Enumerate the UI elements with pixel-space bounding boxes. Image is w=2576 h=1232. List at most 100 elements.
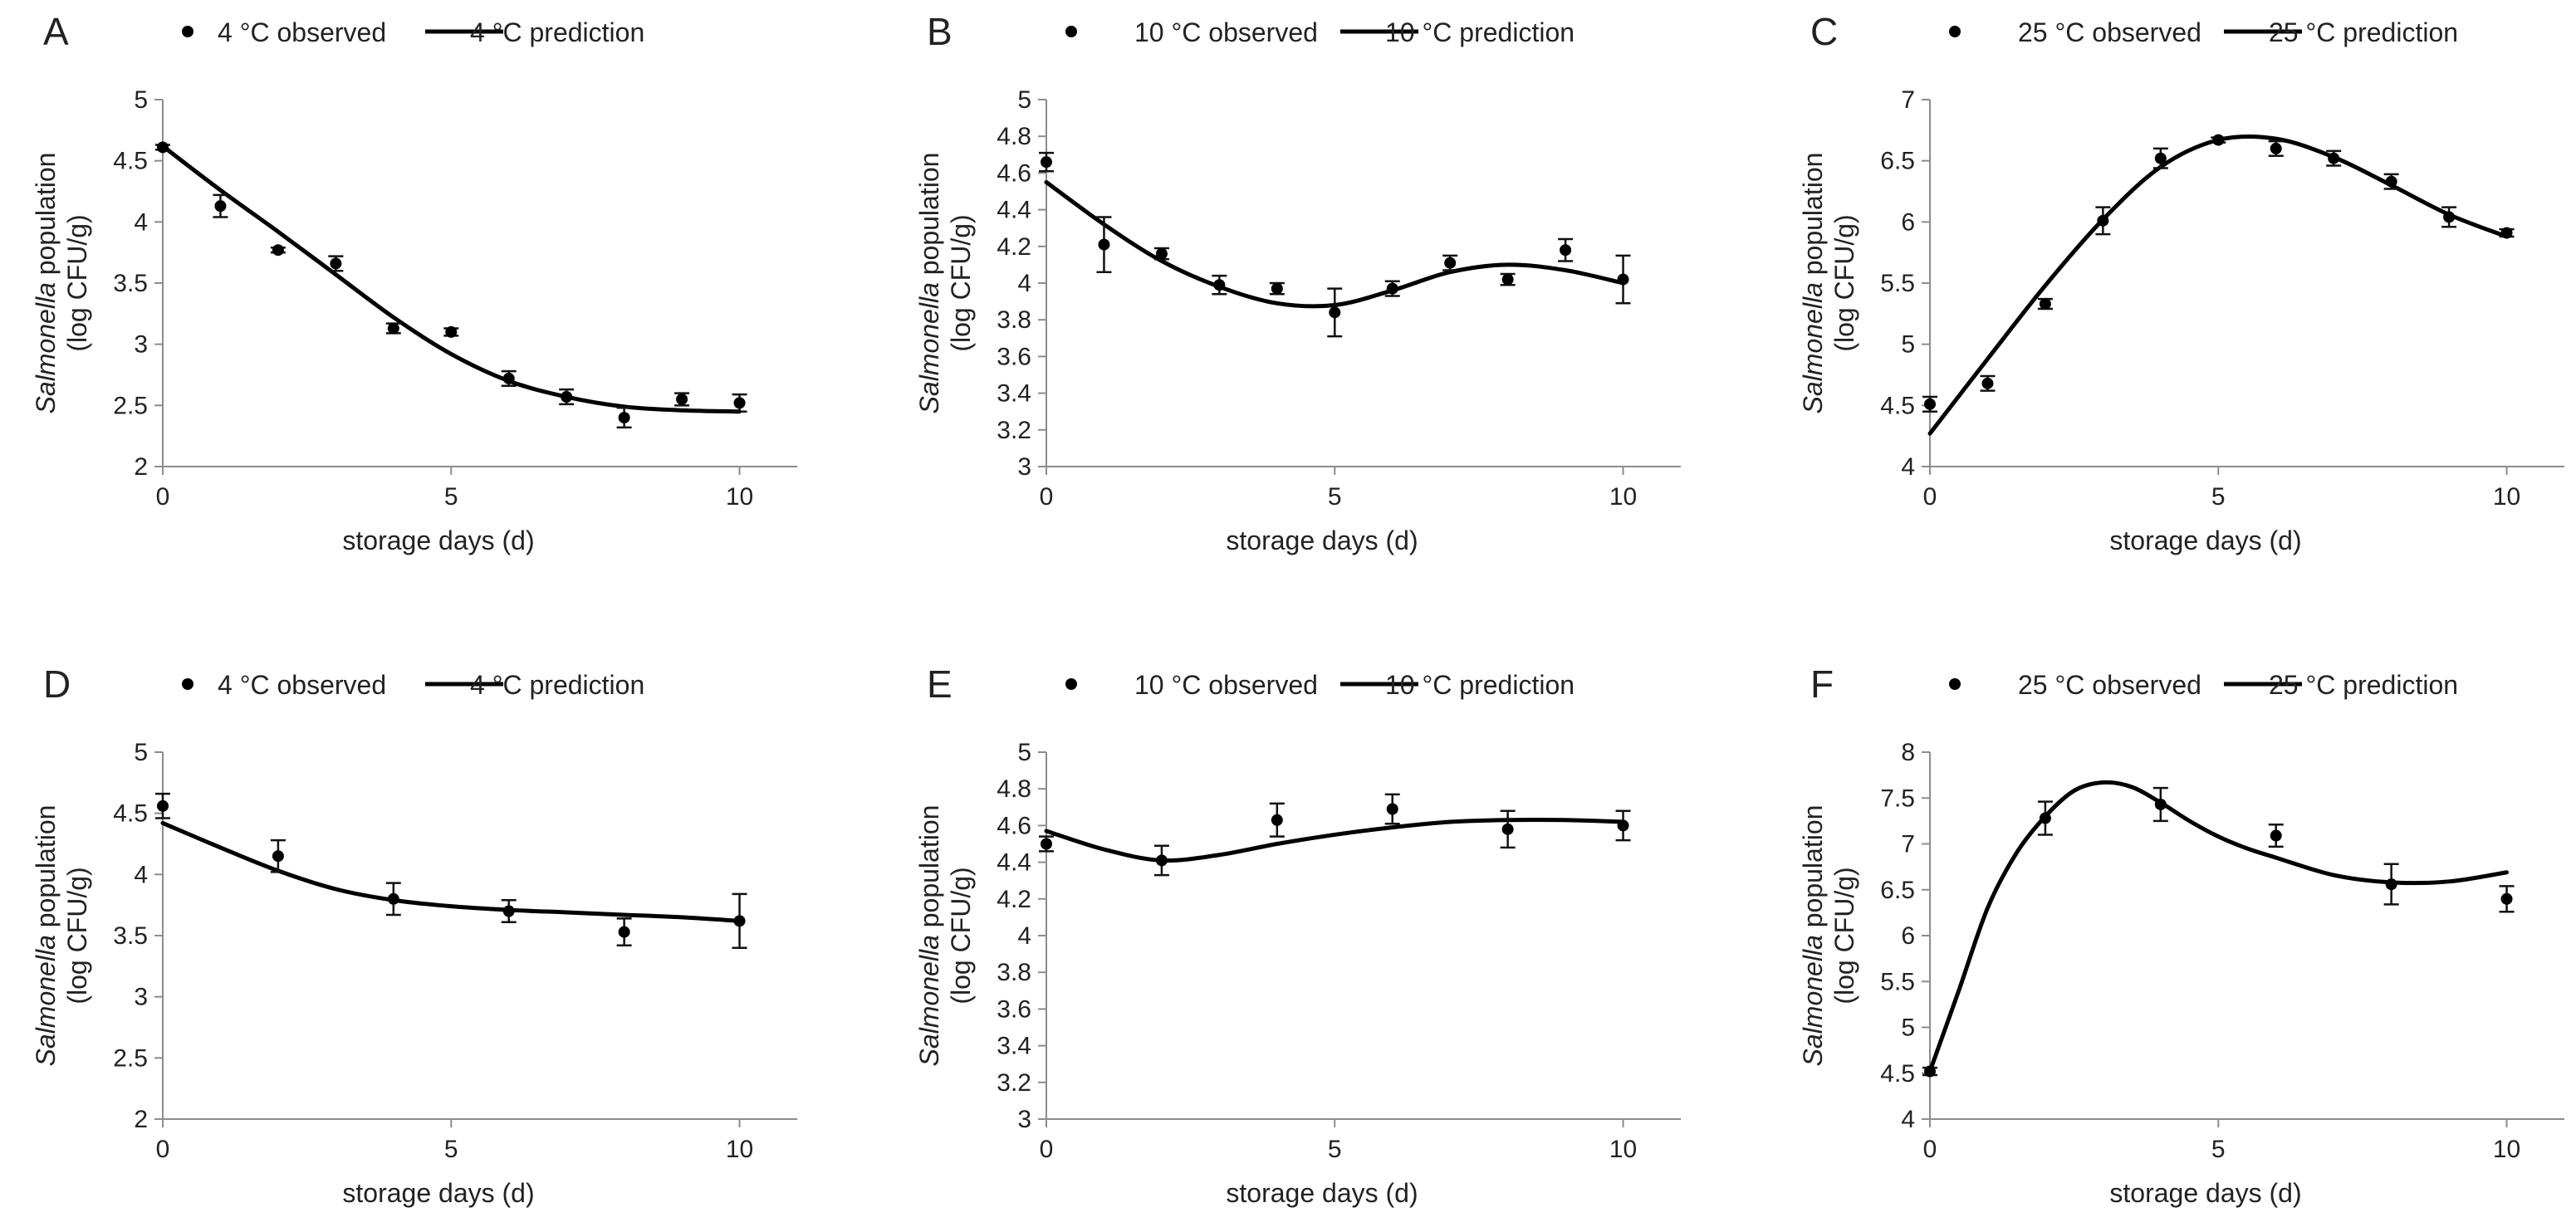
- y-tick-label: 3.5: [113, 922, 148, 950]
- y-tick-label: 4.5: [113, 800, 148, 828]
- panel-letter: C: [1810, 10, 1838, 53]
- legend: 25 °C observed 25 °C prediction: [1949, 670, 2458, 700]
- legend-prediction-label: 10 °C prediction: [1385, 17, 1574, 47]
- y-tick-label: 7.5: [1880, 785, 1915, 812]
- observed-point: [330, 257, 342, 270]
- y-tick-label: 6.5: [1880, 148, 1915, 175]
- legend-observed-marker: [182, 678, 193, 690]
- chart-panel-d: D 4 °C observed 4 °C prediction 2 2.5 3 3.5 4 4.…: [31, 662, 797, 1208]
- observed-point: [2154, 152, 2167, 164]
- y-axis-unit: (log CFU/g): [1829, 214, 1859, 351]
- x-tick-label: 10: [726, 483, 753, 511]
- legend-observed-label: 25 °C observed: [2018, 670, 2201, 700]
- observed-point: [1271, 282, 1283, 295]
- observed-point: [2385, 175, 2397, 188]
- observed-point: [1444, 257, 1457, 269]
- y-tick-label: 6: [1901, 208, 1915, 236]
- y-axis-title-italic: Salmonella: [31, 282, 61, 413]
- y-tick-label: 3.6: [997, 995, 1031, 1023]
- y-tick-label: 7: [1901, 831, 1915, 858]
- y-tick-label: 2: [134, 1106, 148, 1133]
- legend-prediction-label: 4 °C prediction: [470, 670, 644, 700]
- y-tick-label: 5: [1901, 331, 1915, 359]
- panel-letter: B: [927, 10, 953, 53]
- y-tick-label: 5.5: [1880, 968, 1915, 995]
- panel-letter: E: [927, 662, 953, 706]
- y-tick-label: 4: [1901, 1106, 1915, 1133]
- prediction-line: [160, 144, 742, 414]
- y-tick-label: 5: [1017, 739, 1031, 766]
- observed-point: [272, 244, 284, 257]
- observed-point: [1924, 398, 1936, 410]
- y-tick-label: 4.4: [997, 197, 1031, 224]
- observed-point: [387, 322, 399, 335]
- y-axis-title: Salmonella population: [914, 805, 944, 1067]
- y-tick-label: 3: [1017, 1106, 1031, 1133]
- chart-panel-a: A 4 °C observed 4 °C prediction 2 2.5 3 3.5 4 4.…: [31, 10, 797, 555]
- y-tick-label: 3.8: [997, 959, 1031, 986]
- chart-panel-e: E 10 °C observed 10 °C prediction 3 3.2 3.4 3.…: [914, 662, 1681, 1208]
- x-axis-title: storage days (d): [342, 526, 534, 555]
- legend: 10 °C observed 10 °C prediction: [1065, 17, 1574, 47]
- observed-point: [157, 799, 169, 812]
- y-tick-label: 4: [134, 208, 148, 236]
- x-tick-label: 10: [726, 1136, 753, 1163]
- legend-prediction-label: 10 °C prediction: [1385, 670, 1574, 700]
- y-tick-label: 4.5: [1880, 392, 1915, 419]
- observed-point: [561, 391, 573, 403]
- chart-panel-b: B 10 °C observed 10 °C prediction 3 3.2 3.4 3.…: [914, 10, 1681, 555]
- observed-point: [2270, 829, 2282, 842]
- prediction-line: [1927, 780, 2510, 1074]
- y-axis-title-rest: population: [31, 153, 61, 283]
- observed-point: [157, 141, 169, 154]
- y-tick-label: 5.5: [1880, 270, 1915, 297]
- y-tick-label: 7: [1901, 86, 1915, 114]
- y-axis-title-italic: Salmonella: [31, 935, 61, 1066]
- y-axis-title-rest: population: [914, 805, 944, 936]
- x-tick-label: 5: [1328, 483, 1342, 511]
- y-axis-title-rest: population: [914, 153, 944, 283]
- observed-point: [1213, 279, 1226, 291]
- x-axis-title: storage days (d): [2109, 1178, 2301, 1208]
- x-tick-label: 10: [1609, 483, 1637, 511]
- legend-observed-marker: [1065, 678, 1077, 690]
- y-tick-label: 5: [1901, 1014, 1915, 1042]
- observed-point: [2097, 214, 2109, 227]
- x-axis-title: storage days (d): [2109, 526, 2301, 555]
- legend-prediction-label: 25 °C prediction: [2269, 670, 2458, 700]
- observed-point: [387, 892, 399, 905]
- x-tick-label: 0: [1040, 1136, 1054, 1163]
- prediction-line: [1927, 134, 2510, 436]
- y-axis-title: Salmonella population: [31, 805, 61, 1067]
- y-tick-label: 4.2: [997, 233, 1031, 261]
- x-tick-label: 5: [444, 1136, 458, 1163]
- y-tick-label: 4.6: [997, 812, 1031, 839]
- legend: 25 °C observed 25 °C prediction: [1949, 17, 2458, 47]
- y-tick-label: 3: [134, 984, 148, 1011]
- legend-observed-label: 25 °C observed: [2018, 17, 2201, 47]
- y-tick-label: 4.4: [997, 849, 1031, 877]
- x-tick-label: 5: [1328, 1136, 1342, 1163]
- observed-point: [2385, 878, 2397, 891]
- y-axis-unit: (log CFU/g): [1829, 867, 1859, 1004]
- legend-prediction-label: 25 °C prediction: [2269, 17, 2458, 47]
- y-axis-title-italic: Salmonella: [914, 935, 944, 1066]
- observed-point: [1386, 803, 1398, 815]
- y-tick-label: 4: [134, 861, 148, 888]
- legend-observed-label: 4 °C observed: [218, 670, 386, 700]
- y-tick-label: 3.4: [997, 1033, 1031, 1060]
- observed-point: [733, 397, 746, 409]
- y-tick-label: 4: [1017, 922, 1031, 950]
- x-tick-label: 0: [156, 483, 170, 511]
- observed-point: [1617, 819, 1629, 832]
- legend-observed-marker: [1949, 678, 1961, 690]
- x-tick-label: 0: [1923, 1136, 1937, 1163]
- observed-point: [618, 412, 630, 424]
- observed-point: [214, 200, 227, 213]
- observed-point: [1924, 1065, 1936, 1078]
- x-axis-title: storage days (d): [1226, 526, 1418, 555]
- y-axis-title-rest: population: [1798, 153, 1828, 283]
- observed-point: [2500, 227, 2513, 239]
- observed-point: [1560, 244, 1572, 257]
- y-axis-unit: (log CFU/g): [946, 214, 976, 351]
